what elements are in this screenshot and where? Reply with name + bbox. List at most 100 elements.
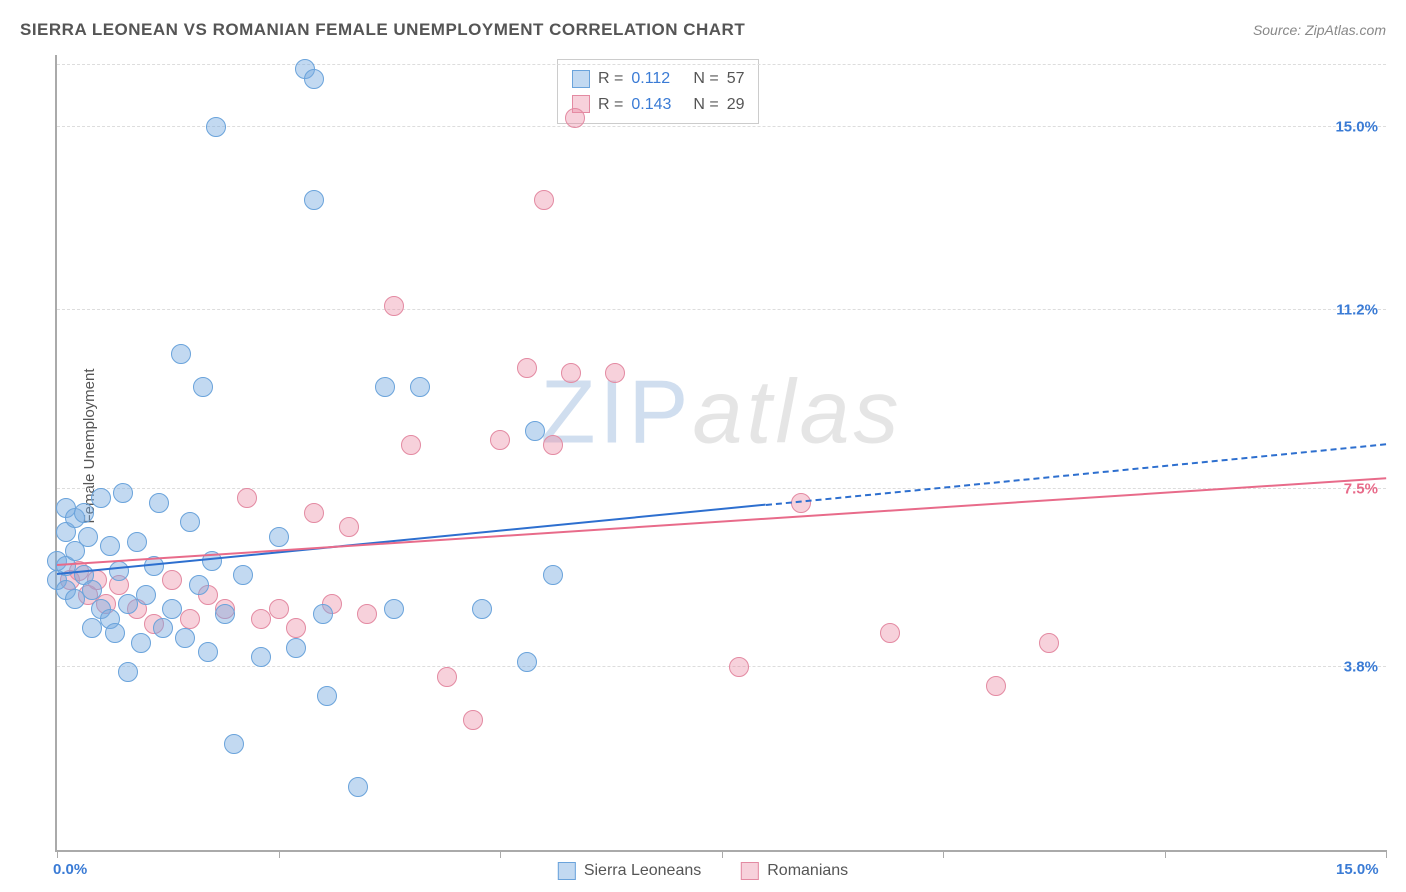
x-tick bbox=[1165, 850, 1166, 858]
gridline bbox=[57, 126, 1386, 127]
scatter-point bbox=[517, 652, 537, 672]
scatter-point bbox=[224, 734, 244, 754]
x-tick bbox=[500, 850, 501, 858]
scatter-point bbox=[91, 488, 111, 508]
scatter-point bbox=[136, 585, 156, 605]
scatter-point bbox=[206, 117, 226, 137]
scatter-point bbox=[233, 565, 253, 585]
chart-title: SIERRA LEONEAN VS ROMANIAN FEMALE UNEMPL… bbox=[20, 20, 745, 40]
watermark: ZIPatlas bbox=[540, 361, 902, 464]
scatter-point bbox=[317, 686, 337, 706]
scatter-point bbox=[525, 421, 545, 441]
legend-label: Romanians bbox=[767, 862, 848, 880]
scatter-point bbox=[605, 363, 625, 383]
chart-area: ZIPatlas R =0.112N =57R =0.143N =29 3.8%… bbox=[55, 55, 1386, 852]
chart-source: Source: ZipAtlas.com bbox=[1253, 22, 1386, 38]
scatter-point bbox=[269, 599, 289, 619]
legend-item: Sierra Leoneans bbox=[558, 862, 701, 880]
scatter-point bbox=[357, 604, 377, 624]
scatter-point bbox=[162, 570, 182, 590]
legend-bottom: Sierra Leoneans Romanians bbox=[558, 862, 848, 880]
scatter-point bbox=[237, 488, 257, 508]
scatter-point bbox=[401, 435, 421, 455]
scatter-point bbox=[304, 503, 324, 523]
legend-swatch-icon bbox=[572, 70, 590, 88]
scatter-point bbox=[153, 618, 173, 638]
scatter-point bbox=[131, 633, 151, 653]
scatter-point bbox=[171, 344, 191, 364]
scatter-point bbox=[304, 190, 324, 210]
scatter-point bbox=[198, 642, 218, 662]
scatter-point bbox=[304, 69, 324, 89]
scatter-point bbox=[78, 527, 98, 547]
x-tick bbox=[1386, 850, 1387, 858]
scatter-point bbox=[375, 377, 395, 397]
plot-region: ZIPatlas R =0.112N =57R =0.143N =29 3.8%… bbox=[55, 55, 1386, 852]
scatter-point bbox=[313, 604, 333, 624]
x-tick bbox=[57, 850, 58, 858]
scatter-point bbox=[118, 594, 138, 614]
scatter-point bbox=[472, 599, 492, 619]
scatter-point bbox=[463, 710, 483, 730]
scatter-point bbox=[175, 628, 195, 648]
scatter-point bbox=[490, 430, 510, 450]
y-tick-label: 3.8% bbox=[1344, 658, 1378, 675]
x-axis-label: 0.0% bbox=[53, 861, 87, 878]
y-tick-label: 15.0% bbox=[1335, 119, 1378, 136]
scatter-point bbox=[286, 638, 306, 658]
scatter-point bbox=[565, 108, 585, 128]
scatter-point bbox=[729, 657, 749, 677]
gridline bbox=[57, 488, 1386, 489]
gridline bbox=[57, 309, 1386, 310]
scatter-point bbox=[880, 623, 900, 643]
x-tick bbox=[722, 850, 723, 858]
scatter-point bbox=[180, 609, 200, 629]
scatter-point bbox=[437, 667, 457, 687]
scatter-point bbox=[251, 609, 271, 629]
scatter-point bbox=[149, 493, 169, 513]
x-tick bbox=[279, 850, 280, 858]
scatter-point bbox=[127, 532, 147, 552]
scatter-point bbox=[534, 190, 554, 210]
scatter-point bbox=[162, 599, 182, 619]
scatter-point bbox=[339, 517, 359, 537]
scatter-point bbox=[348, 777, 368, 797]
y-tick-label: 7.5% bbox=[1344, 480, 1378, 497]
scatter-point bbox=[82, 618, 102, 638]
scatter-point bbox=[180, 512, 200, 532]
scatter-point bbox=[215, 604, 235, 624]
y-tick-label: 11.2% bbox=[1336, 302, 1378, 319]
scatter-point bbox=[113, 483, 133, 503]
chart-header: SIERRA LEONEAN VS ROMANIAN FEMALE UNEMPL… bbox=[20, 20, 1386, 40]
scatter-point bbox=[109, 561, 129, 581]
scatter-point bbox=[65, 589, 85, 609]
scatter-point bbox=[100, 536, 120, 556]
scatter-point bbox=[286, 618, 306, 638]
x-axis-label: 15.0% bbox=[1336, 861, 1379, 878]
legend-swatch-icon bbox=[741, 862, 759, 880]
gridline bbox=[57, 64, 1386, 65]
stats-row: R =0.112N =57 bbox=[572, 66, 744, 92]
scatter-point bbox=[74, 503, 94, 523]
scatter-point bbox=[82, 580, 102, 600]
scatter-point bbox=[269, 527, 289, 547]
scatter-point bbox=[517, 358, 537, 378]
trend-line bbox=[57, 477, 1386, 566]
scatter-point bbox=[543, 435, 563, 455]
legend-swatch-icon bbox=[558, 862, 576, 880]
scatter-point bbox=[1039, 633, 1059, 653]
scatter-point bbox=[105, 623, 125, 643]
scatter-point bbox=[118, 662, 138, 682]
scatter-point bbox=[561, 363, 581, 383]
scatter-point bbox=[986, 676, 1006, 696]
scatter-point bbox=[384, 296, 404, 316]
stats-row: R =0.143N =29 bbox=[572, 92, 744, 118]
scatter-point bbox=[193, 377, 213, 397]
scatter-point bbox=[189, 575, 209, 595]
stats-legend-box: R =0.112N =57R =0.143N =29 bbox=[557, 59, 759, 124]
legend-label: Sierra Leoneans bbox=[584, 862, 701, 880]
x-tick bbox=[943, 850, 944, 858]
scatter-point bbox=[384, 599, 404, 619]
legend-item: Romanians bbox=[741, 862, 848, 880]
scatter-point bbox=[543, 565, 563, 585]
